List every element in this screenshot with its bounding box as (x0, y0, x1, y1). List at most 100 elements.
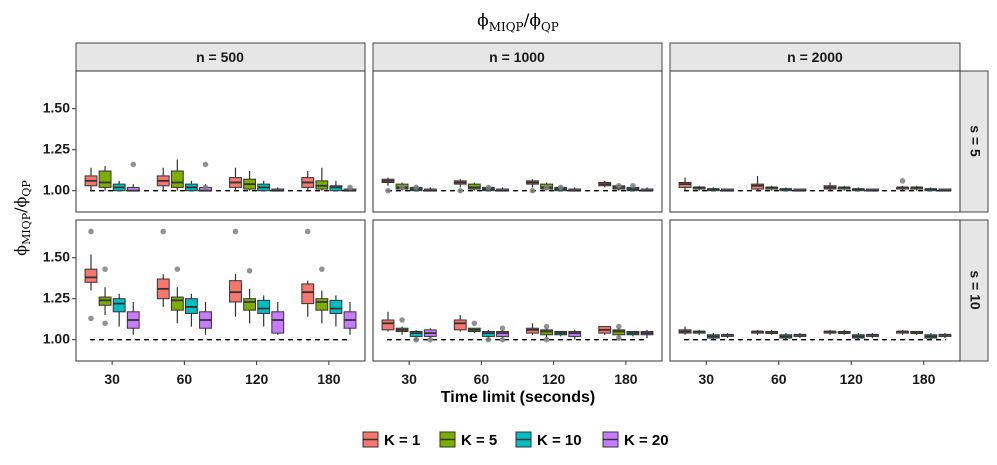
box-k1-t30 (678, 326, 692, 335)
panel-r1-c2 (669, 219, 961, 365)
box-iqr (170, 296, 184, 311)
outlier-point (471, 320, 478, 327)
panel-frame (372, 219, 663, 362)
box-k10-t120 (554, 330, 568, 337)
outlier-point (457, 187, 464, 194)
box-k10-t180 (329, 180, 343, 192)
box-k10-t120 (851, 187, 865, 192)
box-k20-t30 (721, 188, 734, 192)
box-k5-t180 (315, 266, 329, 324)
outlier-point (102, 320, 108, 327)
box-k20-t180 (640, 329, 654, 339)
box-k20-t180 (938, 333, 952, 339)
box-k5-t120 (837, 185, 851, 191)
y-ticks-row-0: 1.00 1.25 1.50 (43, 99, 70, 197)
x-tick-label: 120 (542, 371, 566, 387)
outlier-point (88, 228, 94, 235)
outlier-point (543, 184, 550, 191)
box-k1-t180 (896, 178, 909, 191)
box-iqr (170, 170, 184, 188)
box-iqr (243, 298, 256, 311)
box-k20-t120 (866, 333, 879, 339)
box-k1-t120 (526, 179, 539, 194)
box-k20-t120 (271, 187, 285, 192)
box-k1-t180 (301, 171, 315, 191)
strip-label-s-5: s = 5 (967, 125, 983, 157)
box-k20-t180 (343, 301, 357, 335)
outlier-point (899, 178, 906, 184)
outlier-point (385, 187, 391, 194)
box-k20-t60 (199, 161, 212, 192)
panel-r0-c2 (669, 70, 961, 213)
outlier-point (102, 266, 108, 272)
box-k20-t30 (721, 333, 734, 339)
outlier-point (160, 228, 167, 235)
box-k5-t30 (98, 166, 112, 191)
outlier-point (557, 184, 564, 191)
outlier-point (399, 184, 405, 191)
panel-r0-c0 (72, 70, 366, 213)
box-k5-t180 (612, 323, 626, 341)
box-k10-t180 (329, 295, 343, 327)
box-k1-t30 (678, 177, 692, 191)
outlier-point (499, 336, 506, 343)
box-k5-t120 (243, 268, 256, 324)
outlier-point (616, 182, 622, 189)
outlier-point (543, 336, 550, 343)
outlier-point (202, 184, 209, 191)
box-iqr (257, 299, 271, 314)
strip-n-500 (75, 42, 366, 72)
box-k20-t60 (199, 301, 212, 335)
row-strips: s = 5 s = 10 (959, 70, 989, 362)
strip-s-5 (959, 70, 989, 213)
x-tick-label: 180 (317, 371, 341, 387)
box-k10-t30 (409, 329, 423, 343)
outlier-point (529, 187, 536, 194)
box-k1-t180 (598, 326, 612, 335)
box-k20-t120 (568, 187, 582, 192)
x-tick-label: 60 (474, 371, 490, 387)
box-k10-t30 (706, 187, 720, 192)
box-iqr (315, 298, 329, 311)
box-k5-t120 (540, 323, 553, 343)
box-k5-t180 (910, 185, 924, 191)
box-k10-t60 (779, 333, 793, 340)
x-tick-label: 60 (771, 371, 787, 387)
column-strips: n = 500 n = 1000 n = 2000 (75, 42, 961, 72)
box-k5-t180 (910, 330, 924, 335)
box-k20-t120 (568, 329, 582, 340)
y-axis-title: ϕMIQP/ϕQP (11, 180, 33, 256)
y-tick-label: 1.00 (43, 330, 70, 346)
y-tick-label: 1.25 (43, 289, 70, 305)
x-tick-label: 30 (104, 371, 120, 387)
box-k5-t120 (243, 171, 256, 191)
box-k10-t60 (185, 180, 198, 192)
box-k10-t30 (706, 333, 720, 340)
legend-label-k5: K = 5 (461, 432, 497, 449)
outlier-point (399, 317, 405, 323)
box-k5-t30 (395, 317, 409, 335)
box-k1-t120 (526, 323, 539, 335)
x-tick-label: 30 (698, 371, 714, 387)
strip-label-n-1000: n = 1000 (489, 49, 545, 65)
strip-label-n-2000: n = 2000 (787, 49, 843, 65)
box-k20-t180 (640, 187, 654, 192)
box-k5-t30 (98, 266, 112, 327)
strip-label-s-10: s = 10 (967, 270, 983, 310)
y-ticks-row-1: 1.00 1.25 1.50 (43, 248, 70, 346)
outlier-point (485, 184, 492, 191)
box-k20-t30 (423, 187, 437, 192)
box-k1-t30 (84, 228, 98, 322)
box-k5-t30 (395, 182, 409, 191)
box-k1-t180 (598, 180, 612, 188)
box-iqr (301, 283, 315, 305)
outlier-point (246, 268, 253, 274)
box-k1-t60 (453, 315, 467, 332)
box-k20-t180 (343, 184, 357, 192)
box-k5-t60 (467, 182, 481, 191)
y-tick-label: 1.50 (43, 99, 70, 115)
box-k10-t120 (554, 184, 568, 192)
box-k1-t120 (229, 228, 242, 317)
box-k10-t120 (851, 333, 865, 340)
